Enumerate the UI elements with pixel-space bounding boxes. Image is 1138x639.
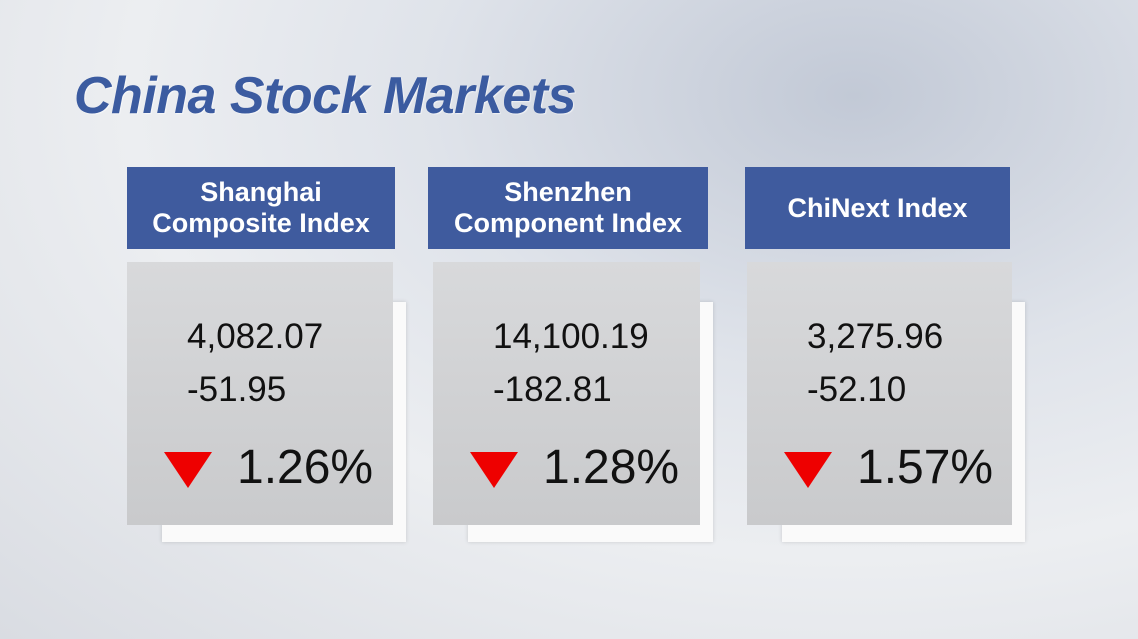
down-arrow (470, 452, 518, 488)
change-value: -182.81 (493, 370, 612, 409)
percent-change: 1.57% (857, 441, 994, 494)
percent-change: 1.26% (237, 441, 374, 494)
close-value: 3,275.96 (807, 317, 944, 356)
close-value: 4,082.07 (187, 317, 324, 356)
percent-change: 1.28% (543, 441, 680, 494)
card-body: 3,275.96 -52.10 1.57% (747, 262, 1012, 525)
card-header: Shenzhen Component Index (428, 167, 708, 249)
index-name: Shenzhen (504, 177, 632, 207)
index-name: ChiNext Index (787, 192, 968, 223)
close-value: 14,100.19 (493, 317, 649, 356)
card-header: Shanghai Composite Index (127, 167, 395, 249)
card-body: 4,082.07 -51.95 1.26% (127, 262, 393, 525)
index-name: Shanghai (200, 177, 322, 207)
down-arrow (784, 452, 832, 488)
card-body: 14,100.19 -182.81 1.28% (433, 262, 700, 525)
index-name: Composite Index (152, 208, 370, 238)
card-header: ChiNext Index (745, 167, 1010, 249)
title: China Stock Markets (74, 67, 577, 125)
index-name: Component Index (454, 208, 682, 238)
change-value: -52.10 (807, 370, 907, 409)
change-value: -51.95 (187, 370, 287, 409)
down-arrow (164, 452, 212, 488)
